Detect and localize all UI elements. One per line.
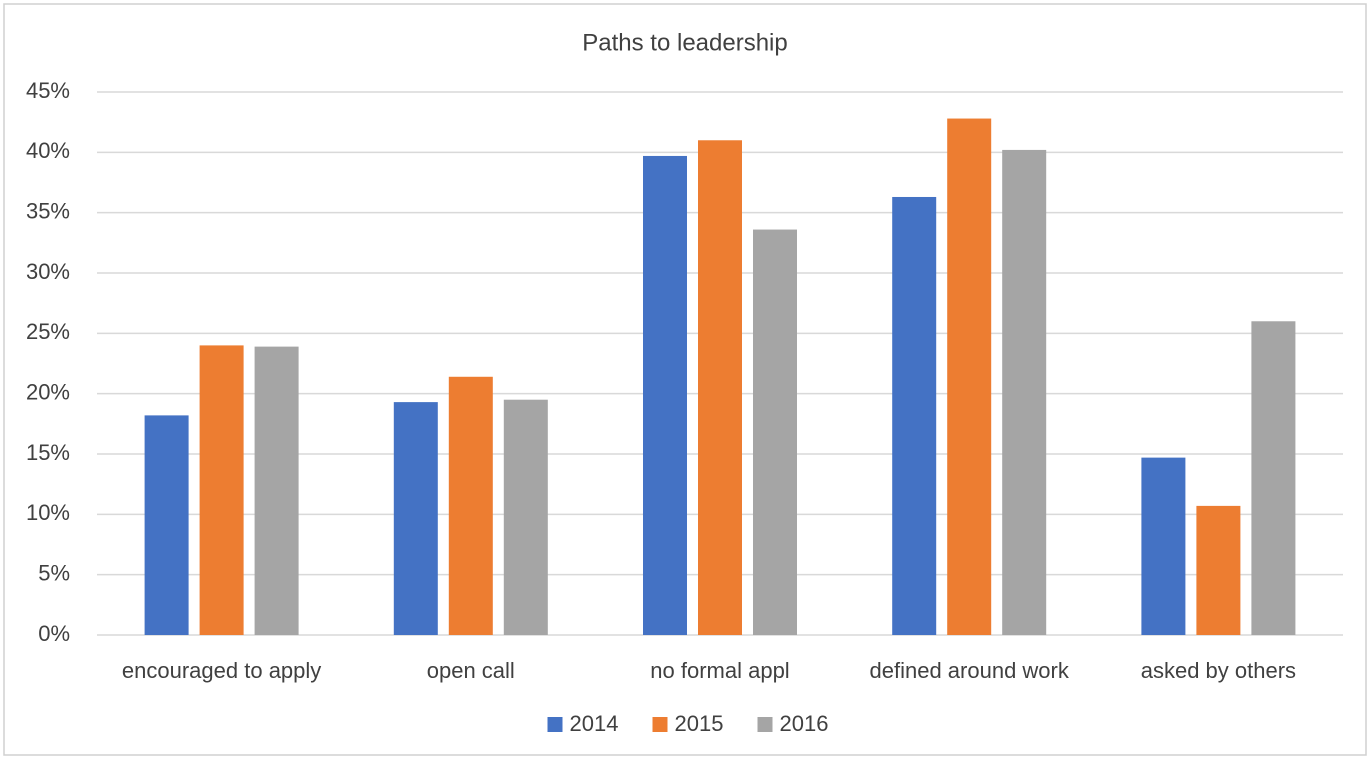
legend-label: 2015: [675, 711, 724, 736]
x-tick-label: open call: [427, 658, 515, 683]
bar: [753, 229, 797, 635]
bar: [643, 155, 687, 635]
y-tick-label: 10%: [26, 500, 70, 525]
legend-label: 2016: [780, 711, 829, 736]
y-tick-label: 5%: [38, 560, 70, 585]
y-tick-label: 40%: [26, 138, 70, 163]
bar: [144, 415, 189, 635]
bar: [254, 346, 299, 635]
bar: [1196, 505, 1241, 635]
x-tick-label: asked by others: [1141, 658, 1296, 683]
legend-swatch: [652, 717, 668, 732]
chart-title: Paths to leadership: [582, 29, 787, 56]
y-tick-label: 30%: [26, 259, 70, 284]
legend-label: 2014: [570, 711, 619, 736]
bar: [393, 402, 438, 635]
bar: [698, 140, 742, 635]
x-tick-label: encouraged to apply: [122, 658, 321, 683]
bar: [1141, 457, 1186, 635]
y-tick-label: 0%: [38, 621, 70, 646]
bar: [448, 376, 493, 635]
y-tick-label: 15%: [26, 440, 70, 465]
legend-swatch: [757, 717, 773, 732]
y-tick-label: 35%: [26, 198, 70, 223]
legend-swatch: [547, 717, 563, 732]
bar: [503, 399, 548, 635]
y-tick-label: 25%: [26, 319, 70, 344]
y-tick-label: 20%: [26, 379, 70, 404]
x-tick-label: no formal appl: [650, 658, 789, 683]
bar: [892, 196, 937, 636]
bar: [199, 345, 244, 635]
bar: [1251, 321, 1296, 635]
x-tick-label: defined around work: [870, 658, 1070, 683]
bar: [947, 118, 992, 635]
bar: [1002, 149, 1047, 636]
y-tick-label: 45%: [26, 78, 70, 103]
